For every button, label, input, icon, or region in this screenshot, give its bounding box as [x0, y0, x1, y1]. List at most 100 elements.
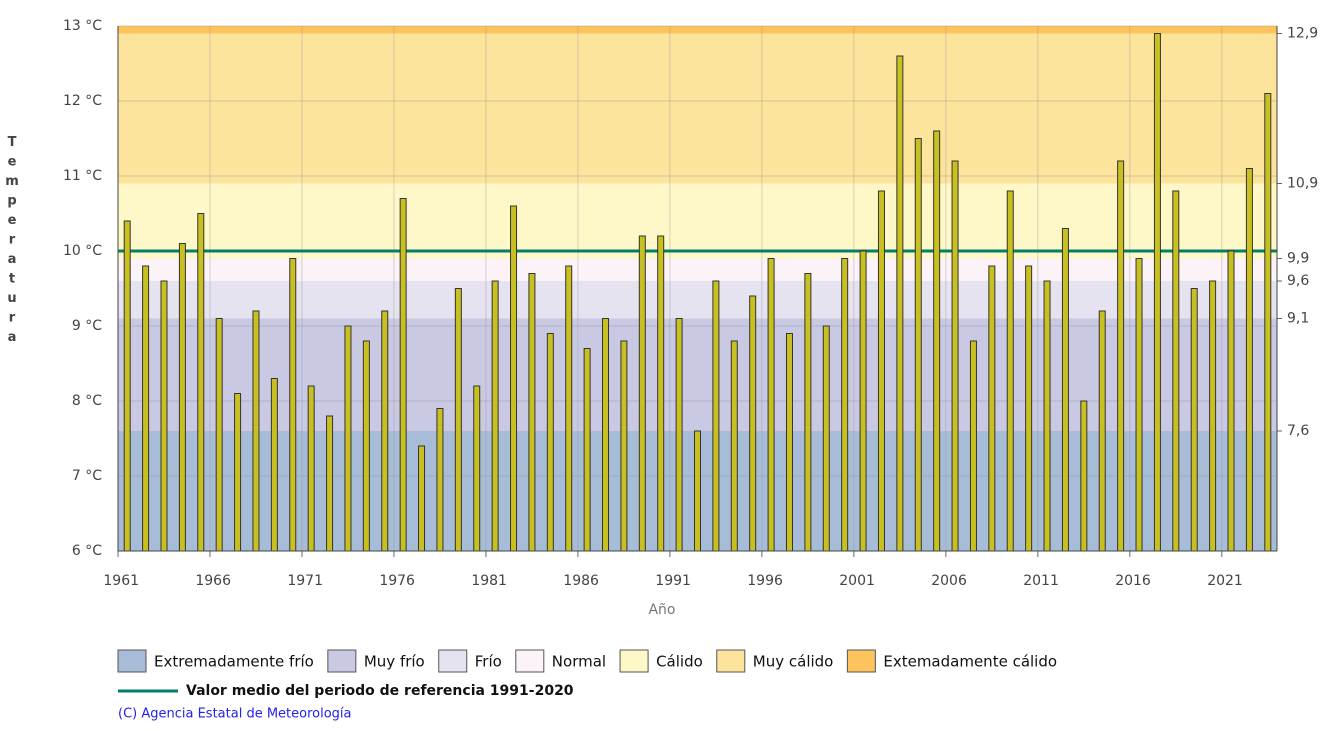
bar [1264, 93, 1272, 552]
bar [896, 55, 904, 552]
legend-swatch [515, 649, 545, 673]
legend-swatch [327, 649, 357, 673]
bar [234, 393, 242, 552]
y2-tick-label: 7,6 [1287, 423, 1309, 439]
bar [620, 340, 628, 552]
bar [1153, 33, 1161, 552]
legend-label: Cálido [656, 653, 703, 671]
y-tick-label: 9 °C [72, 318, 102, 334]
bar [362, 340, 370, 552]
bar [749, 295, 757, 552]
legend-label: Frío [475, 653, 502, 671]
x-axis-label: Año [648, 602, 675, 618]
bar [215, 318, 223, 552]
bar [969, 340, 977, 552]
bar [399, 198, 407, 552]
y-tick-label: 7 °C [72, 468, 102, 484]
bar [804, 273, 812, 552]
legend-swatch [846, 649, 876, 673]
x-tick-label: 2016 [1115, 573, 1151, 589]
bar [546, 333, 554, 552]
bar [822, 325, 830, 552]
bar [454, 288, 462, 552]
legend-label: Extemadamente cálido [883, 653, 1057, 671]
bar [730, 340, 738, 552]
bar [602, 318, 610, 552]
band [118, 281, 1277, 319]
x-tick-label: 2006 [931, 573, 967, 589]
bar [160, 280, 168, 552]
x-tick-label: 1976 [379, 573, 415, 589]
bar [1043, 280, 1051, 552]
x-tick-label: 1996 [747, 573, 783, 589]
x-tick-label: 1981 [471, 573, 507, 589]
bar [1061, 228, 1069, 552]
band [118, 258, 1277, 281]
x-tick-label: 1966 [195, 573, 231, 589]
bar [1117, 160, 1125, 552]
bar [418, 445, 426, 552]
bar [583, 348, 591, 552]
bar [326, 415, 334, 552]
bar [988, 265, 996, 552]
bar [933, 130, 941, 552]
bar [951, 160, 959, 552]
bar [307, 385, 315, 552]
bar [1080, 400, 1088, 552]
bar [767, 258, 775, 552]
bar [381, 310, 389, 552]
legend-label: Muy frío [364, 653, 425, 671]
bar [178, 243, 186, 552]
legend-label: Normal [552, 653, 606, 671]
bar [1172, 190, 1180, 552]
legend-swatch [438, 649, 468, 673]
bar [289, 258, 297, 552]
bar [1227, 250, 1235, 552]
y-tick-label: 13 °C [63, 18, 102, 34]
y2-tick-label: 12,9 [1287, 26, 1318, 42]
bar [565, 265, 573, 552]
x-tick-label: 1991 [655, 573, 691, 589]
y-tick-label: 10 °C [63, 243, 102, 259]
bar [142, 265, 150, 552]
x-tick-label: 2021 [1207, 573, 1243, 589]
bar [252, 310, 260, 552]
bar [528, 273, 536, 552]
source: (C) Agencia Estatal de Meteorología [118, 707, 352, 722]
bar [344, 325, 352, 552]
legend-label: Muy cálido [753, 653, 834, 671]
bands [118, 26, 1277, 551]
bar [436, 408, 444, 552]
bar [694, 430, 701, 552]
bar [877, 190, 885, 552]
bar [1190, 288, 1198, 552]
legend-swatch [117, 649, 147, 673]
bar [914, 138, 922, 552]
legend-swatch [716, 649, 746, 673]
bar [491, 280, 499, 552]
bar [712, 280, 720, 552]
bar [1245, 168, 1253, 552]
y-tick-label: 12 °C [63, 93, 102, 109]
band [118, 33, 1277, 184]
y-tick-label: 6 °C [72, 543, 102, 559]
y2-tick-label: 9,9 [1287, 251, 1309, 267]
y2-tick-label: 9,6 [1287, 273, 1309, 289]
bar [638, 235, 646, 552]
y-tick-label: 11 °C [63, 168, 102, 184]
bar [785, 333, 793, 552]
bar [197, 213, 205, 552]
x-tick-label: 2001 [839, 573, 875, 589]
bar [473, 385, 481, 552]
bar [270, 378, 278, 552]
band [118, 183, 1277, 259]
y2-tick-label: 10,9 [1287, 176, 1318, 192]
legend-swatch [619, 649, 649, 673]
bar [1135, 258, 1143, 552]
marks [118, 33, 1277, 552]
bar [841, 258, 849, 552]
bar [859, 250, 867, 552]
